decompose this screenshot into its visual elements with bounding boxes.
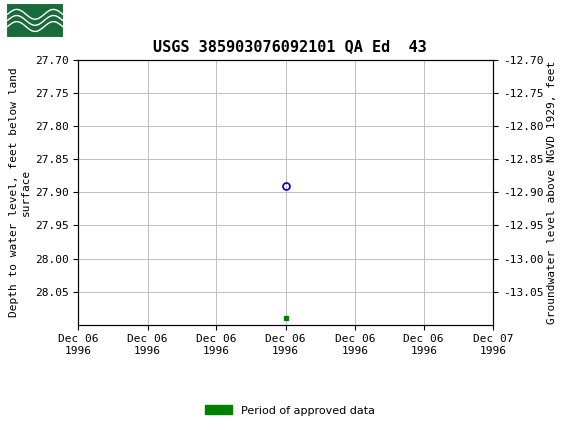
Text: USGS 385903076092101 QA Ed  43: USGS 385903076092101 QA Ed 43 bbox=[153, 39, 427, 54]
Legend: Period of approved data: Period of approved data bbox=[200, 401, 380, 420]
Text: USGS: USGS bbox=[72, 12, 128, 29]
Y-axis label: Groundwater level above NGVD 1929, feet: Groundwater level above NGVD 1929, feet bbox=[548, 61, 557, 324]
Y-axis label: Depth to water level, feet below land
surface: Depth to water level, feet below land su… bbox=[9, 68, 31, 317]
FancyBboxPatch shape bbox=[6, 3, 64, 37]
